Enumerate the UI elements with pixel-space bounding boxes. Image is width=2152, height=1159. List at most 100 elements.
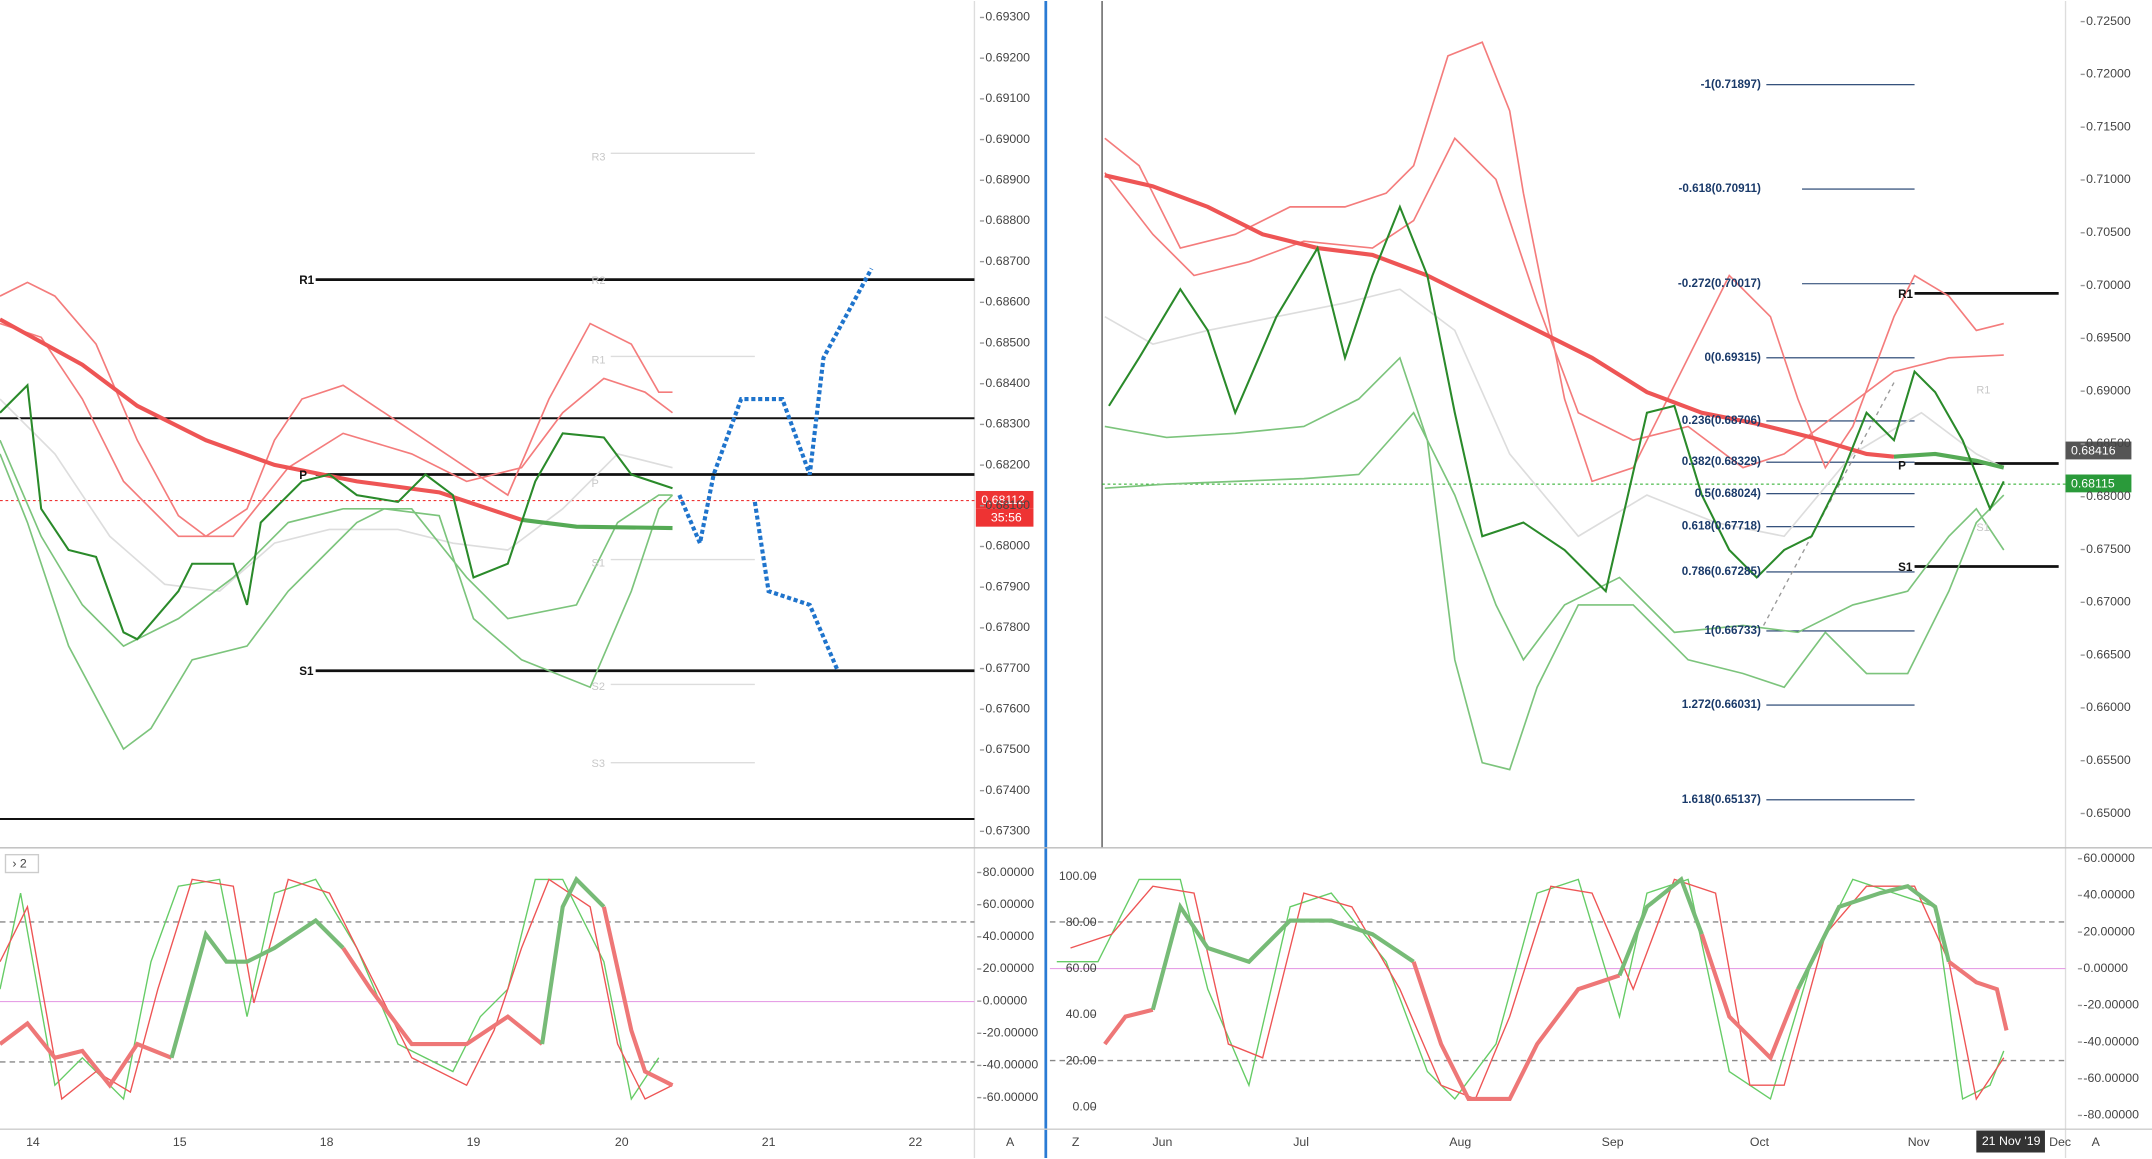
axis-label: 0.66000 [2086, 700, 2131, 714]
axis-label: 0.00000 [983, 993, 1028, 1007]
plot-line [1617, 875, 1704, 977]
countdown: 35:56 [991, 511, 1022, 525]
axis-label: 0.68700 [985, 254, 1030, 268]
date-tag: 21 Nov '19 [1982, 1134, 2041, 1148]
plot-line [341, 946, 544, 1047]
axis-label: 0.68600 [985, 295, 1030, 309]
pivot-label: R1 [1898, 288, 1913, 301]
faint-pivot: R1 [592, 354, 606, 366]
axis-label: 0.69300 [985, 10, 1030, 24]
plot-line [1699, 933, 1800, 1062]
time-label: 15 [173, 1135, 187, 1149]
label-box [975, 490, 1034, 509]
axis-label: 0.00000 [2083, 961, 2128, 975]
plot-line [0, 439, 673, 648]
pivot-label: P [299, 469, 307, 482]
faint-pivot: P [592, 478, 599, 490]
scale-button[interactable]: A [2092, 1135, 2101, 1149]
plot-line [0, 281, 673, 538]
axis-label: 40.00 [1066, 1007, 1097, 1021]
axis-label: 0.68000 [985, 539, 1030, 553]
plot-line [601, 906, 674, 1088]
axis-label: -60.00000 [983, 1090, 1039, 1104]
time-label: Oct [1750, 1135, 1770, 1149]
plot-line [1104, 411, 2005, 662]
faint-pivot: S1 [1976, 522, 1989, 534]
axis-label: 20.00000 [983, 961, 1035, 975]
axis-label: 0.72500 [2086, 14, 2131, 28]
axis-label: 20.00000 [2083, 924, 2135, 938]
axis-label: 0.68200 [985, 457, 1030, 471]
plot-line [1108, 204, 2005, 594]
axis-label: 0.00 [1073, 1099, 1097, 1113]
plot-line [1947, 960, 2009, 1031]
plot-line [0, 398, 673, 593]
axis-label: 0.67500 [2086, 542, 2131, 556]
axis-label: 0.67800 [985, 620, 1030, 634]
plot-line [540, 875, 606, 1045]
plot-line [752, 501, 840, 671]
fib-label: 0.618(0.67718) [1682, 520, 1761, 533]
pivot-label: P [1898, 459, 1906, 472]
plot-line [1150, 901, 1415, 1011]
fib-label: 1(0.66733) [1704, 624, 1760, 637]
plot-line [0, 1020, 173, 1089]
fib-label: 1.618(0.65137) [1682, 793, 1761, 806]
time-label: Aug [1449, 1135, 1471, 1149]
pivot-label: S1 [299, 665, 314, 678]
axis-label: 0.70500 [2086, 225, 2131, 239]
axis-label: 60.00 [1066, 961, 1097, 975]
faint-pivot: R3 [592, 151, 606, 163]
pane-label[interactable]: › 2 [12, 857, 27, 871]
fib-label: 1.272(0.66031) [1682, 698, 1761, 711]
axis-label: 0.67900 [985, 579, 1030, 593]
fib-label: 0.382(0.68329) [1682, 455, 1761, 468]
plot-line [1104, 41, 2004, 483]
axis-label: -40.00000 [2083, 1034, 2139, 1048]
axis-label: 0.66500 [2086, 647, 2131, 661]
zoom-button[interactable]: Z [1072, 1135, 1080, 1149]
time-label: Jun [1153, 1135, 1173, 1149]
plot-line [1766, 84, 1915, 801]
plot-line [1103, 1007, 1154, 1046]
axis-label: -40.00000 [983, 1058, 1039, 1072]
plot-line [0, 317, 523, 522]
fib-label: -0.272(0.70017) [1678, 277, 1761, 290]
axis-label: 0.71000 [2086, 172, 2131, 186]
plot-line [610, 152, 755, 764]
axis-label: 40.00000 [2083, 888, 2135, 902]
axis-label: 0.68500 [985, 335, 1030, 349]
plot-line [169, 917, 345, 1059]
axis-label: 0.70000 [2086, 278, 2131, 292]
axis-label: -20.00000 [2083, 998, 2139, 1012]
axis-label: -20.00000 [983, 1026, 1039, 1040]
plot-line [1104, 356, 2005, 771]
price-tag: 0.68416 [2071, 443, 2116, 457]
plots [0, 41, 2132, 1153]
axis-label: 20.00 [1066, 1053, 1097, 1067]
label-box [4, 853, 40, 874]
fib-label: 0(0.69315) [1704, 351, 1760, 364]
axis-label: 0.68000 [2086, 489, 2131, 503]
time-label: 22 [909, 1135, 923, 1149]
axis-label: 80.00 [1066, 915, 1097, 929]
axis-label: 0.67300 [985, 824, 1030, 838]
axis-label: -80.00000 [2083, 1108, 2139, 1122]
plot-line [1411, 961, 1621, 1102]
axis-label: 0.68300 [985, 417, 1030, 431]
axis-label: -60.00000 [2083, 1071, 2139, 1085]
plot-line [0, 453, 674, 751]
time-label: 19 [467, 1135, 481, 1149]
faint-pivot: S1 [592, 558, 605, 570]
plot-line [521, 517, 673, 531]
axis-label: 80.00000 [983, 865, 1035, 879]
faint-pivot: R1 [1976, 385, 1990, 397]
plot-line [0, 383, 673, 641]
plot-line [0, 878, 673, 1101]
scale-button[interactable]: A [1006, 1135, 1015, 1149]
plot-line [1070, 878, 2005, 1101]
faint-pivot: S3 [592, 758, 605, 770]
axis-label: 0.68100 [985, 498, 1030, 512]
